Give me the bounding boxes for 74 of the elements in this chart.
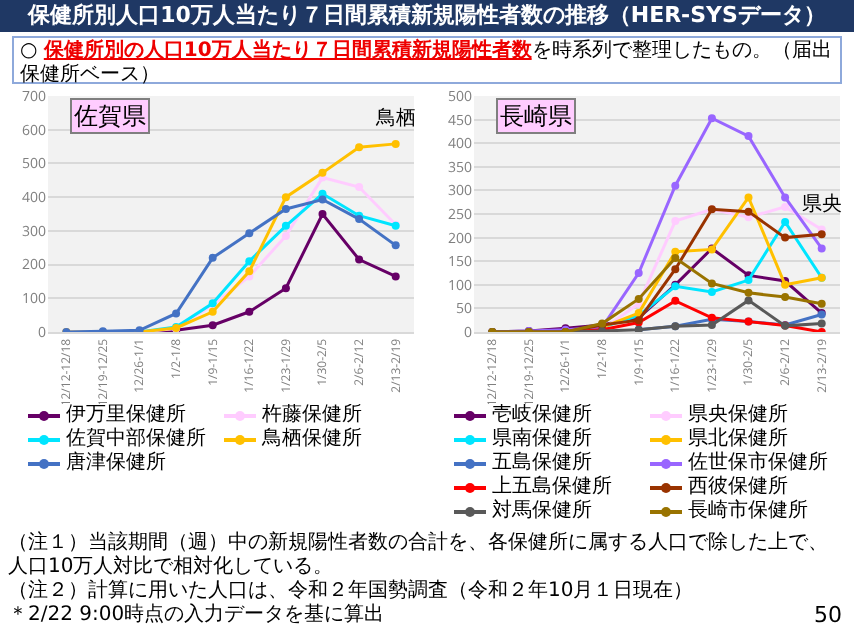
legend-label: 県南保健所 xyxy=(492,428,592,451)
point xyxy=(355,183,364,192)
legend-label: 伊万里保健所 xyxy=(66,404,186,427)
legend-label: 長崎市保健所 xyxy=(688,500,808,524)
point xyxy=(671,296,680,305)
point xyxy=(391,241,400,250)
point xyxy=(245,229,254,238)
point xyxy=(671,265,680,274)
text: ○ xyxy=(20,40,38,62)
legend-label: 西彼保健所 xyxy=(688,476,788,499)
point xyxy=(245,267,254,276)
point xyxy=(707,279,716,288)
point xyxy=(671,253,680,262)
point xyxy=(318,168,327,177)
point xyxy=(781,193,790,202)
legend-label: 上五島保健所 xyxy=(492,476,612,499)
point xyxy=(744,132,753,141)
legend-label: 県央保健所 xyxy=(688,404,788,427)
point xyxy=(817,299,826,308)
text: ＊2/22 9:00時点の入力データを基に算出 xyxy=(8,604,385,626)
point xyxy=(391,139,400,148)
point xyxy=(744,207,753,216)
point xyxy=(817,230,826,239)
point xyxy=(355,143,364,152)
point xyxy=(245,307,254,316)
point xyxy=(281,204,290,213)
point xyxy=(781,293,790,302)
text: 50 xyxy=(814,602,842,628)
text: （注１）当該期間（週）中の新規陽性者数の合計を、各保健所に属する人口で除した上で、人口10万人対比で相対化している。 xyxy=(8,532,830,579)
annotation: 鳥栖 xyxy=(374,102,416,130)
legend-label: 県北保健所 xyxy=(688,428,788,451)
point xyxy=(391,272,400,281)
point xyxy=(634,269,643,277)
point xyxy=(318,195,327,204)
point xyxy=(781,233,790,242)
point xyxy=(281,284,290,293)
point xyxy=(781,202,790,211)
point xyxy=(208,307,217,316)
text: 保健所別人口10万人当たり７日間累積新規陽性者数の推移（HER-SYSデータ） xyxy=(0,0,854,32)
legend-label: 壱岐保健所 xyxy=(492,404,592,427)
point xyxy=(208,321,217,330)
legend-label: 対馬保健所 xyxy=(492,500,592,524)
annotation: 県央 xyxy=(802,188,842,216)
legend-label: 佐世保市保健所 xyxy=(688,452,828,475)
legend-label: 杵藤保健所 xyxy=(262,404,362,427)
point xyxy=(744,296,753,305)
chart-title: 長崎県 xyxy=(500,102,572,130)
point xyxy=(318,210,327,218)
point xyxy=(744,288,753,297)
legend-label: 唐津保健所 xyxy=(66,452,166,476)
point xyxy=(634,294,643,303)
text: 保健所別の人口10万人当たり７日間累積新規陽性者数 xyxy=(43,40,532,62)
point xyxy=(671,217,680,226)
text: （注２）計算に用いた人口は、令和２年国勢調査（令和２年10月１日現在） xyxy=(8,580,696,603)
point xyxy=(355,255,364,264)
point xyxy=(281,193,290,202)
point xyxy=(744,276,753,285)
legend-label: 佐賀中部保健所 xyxy=(66,428,206,451)
point xyxy=(744,193,753,202)
point xyxy=(781,218,790,227)
legend-label: 五島保健所 xyxy=(492,452,592,475)
point xyxy=(707,320,716,329)
point xyxy=(671,181,680,190)
chart-title: 佐賀県 xyxy=(74,102,146,130)
point xyxy=(281,221,290,230)
legend-label: 鳥栖保健所 xyxy=(262,428,362,452)
point xyxy=(817,319,826,328)
point xyxy=(208,253,217,262)
point xyxy=(817,244,826,253)
point xyxy=(707,287,716,296)
point xyxy=(707,114,716,123)
point xyxy=(281,231,290,240)
point xyxy=(245,257,254,266)
point xyxy=(172,309,181,318)
